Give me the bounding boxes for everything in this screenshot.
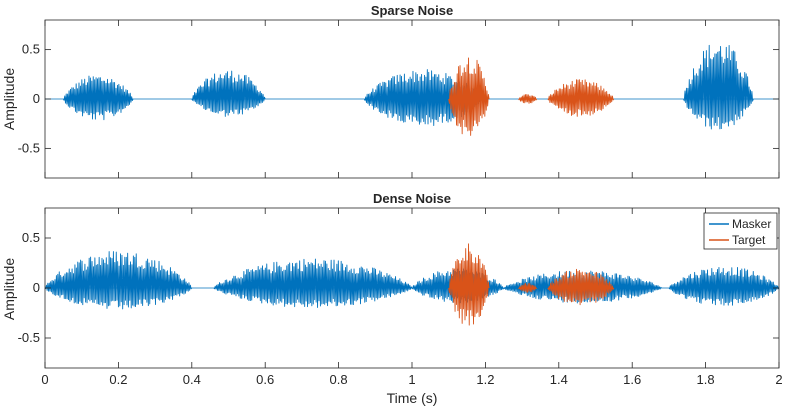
legend-box: [703, 212, 778, 250]
dense-noise-x-tick-label: 1.2: [476, 372, 494, 387]
dense-noise-x-tick-label: 0.8: [330, 372, 348, 387]
dense-noise-masker-burst-1: [44, 251, 193, 310]
dense-noise-x-tick-label: 0.2: [109, 372, 127, 387]
dense-noise-target-burst-2: [518, 282, 538, 293]
sparse-noise-target-burst-2: [518, 94, 538, 104]
sparse-noise-y-tick-label: 0: [33, 91, 40, 106]
dense-noise-target-burst-3: [547, 268, 615, 306]
sparse-noise-target-burst-1: [448, 57, 490, 136]
x-axis-label: Time (s): [387, 390, 438, 406]
dense-noise-x-tick-label: 1.4: [550, 372, 568, 387]
sparse-noise-y-axis-label: Amplitude: [1, 68, 17, 130]
dense-noise-x-tick-label: 1.6: [623, 372, 641, 387]
dense-noise-x-tick-label: 0: [41, 372, 48, 387]
dense-noise-masker-burst-2: [213, 258, 413, 308]
sparse-noise-title: Sparse Noise: [371, 3, 453, 18]
dense-noise-series: [44, 243, 780, 326]
sparse-noise-y-tick-label: -0.5: [18, 140, 40, 155]
dense-noise-panel: Dense Noise Amplitude Time (s) 0 0.2 0.4 0.…: [1, 191, 783, 406]
sparse-noise-masker-burst-2: [191, 70, 266, 117]
dense-noise-y-tick-label: -0.5: [18, 330, 40, 345]
dense-noise-x-tick-label: 0.4: [183, 372, 201, 387]
dense-noise-target-burst-1: [448, 243, 490, 326]
legend-target-label: Target: [732, 233, 766, 247]
dense-noise-title: Dense Noise: [373, 191, 451, 206]
dense-noise-x-tick-label: 1.8: [697, 372, 715, 387]
sparse-noise-target-burst-3: [547, 79, 615, 117]
dense-noise-x-tick-label: 0.6: [256, 372, 274, 387]
dense-noise-masker-burst-5: [668, 266, 780, 306]
dense-noise-masker-burst-3: [411, 268, 505, 304]
dense-noise-x-tick-label: 2: [775, 372, 782, 387]
sparse-noise-series: [45, 44, 779, 136]
dense-noise-x-tick-label: 1: [408, 372, 415, 387]
sparse-noise-y-tick-label: 0.5: [22, 42, 40, 57]
sparse-noise-panel: Sparse Noise Amplitude -0.5 0 0.5: [1, 3, 780, 179]
dense-noise-y-axis-label: Amplitude: [1, 258, 17, 320]
dense-noise-y-tick-label: 0.5: [22, 230, 40, 245]
dense-noise-y-tick-label: 0: [33, 280, 40, 295]
legend-masker-label: Masker: [732, 217, 771, 231]
sparse-noise-masker-burst-4: [683, 44, 754, 130]
sparse-noise-axes: -0.5 0 0.5: [18, 19, 780, 179]
legend: Masker Target: [703, 212, 778, 250]
sparse-noise-masker-burst-1: [62, 75, 134, 121]
dense-noise-axes: 0 0.2 0.4 0.6 0.8 1 1.2 1.4 1.6 1.8 2 -0.5 0 0.5: [18, 207, 783, 387]
